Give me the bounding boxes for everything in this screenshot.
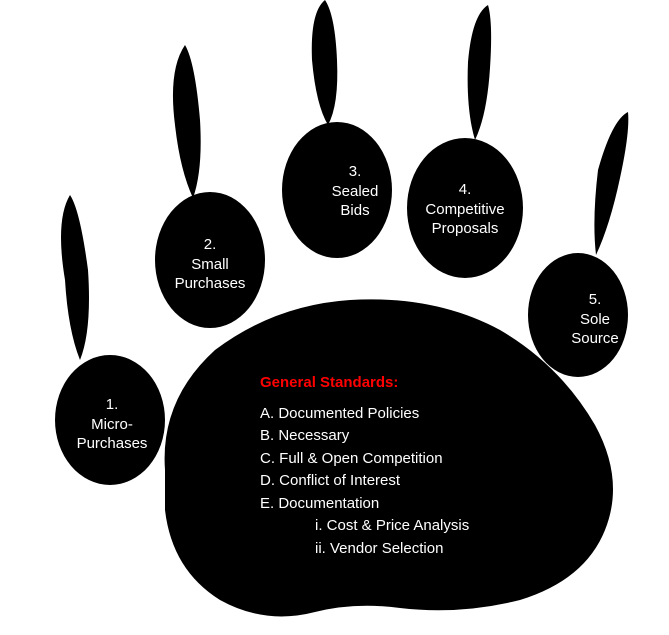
- standards-subitem: ii. Vendor Selection: [260, 538, 580, 561]
- claw-2: [173, 45, 201, 198]
- standards-subitem: i. Cost & Price Analysis: [260, 515, 580, 538]
- claw-3: [312, 0, 338, 125]
- standards-title: General Standards:: [260, 372, 580, 395]
- toe-line1: Small: [191, 256, 229, 273]
- toe-num: 3.: [349, 163, 362, 180]
- toe-line1: Competitive: [425, 201, 504, 218]
- toe-line1: Sole: [580, 311, 610, 328]
- claw-5: [594, 112, 628, 255]
- toe-label-1: 1. Micro- Purchases: [62, 395, 162, 454]
- standards-item: D. Conflict of Interest: [260, 470, 580, 493]
- standards-item: E. Documentation: [260, 493, 580, 516]
- toe-num: 1.: [106, 396, 119, 413]
- toe-label-3: 3. Sealed Bids: [305, 162, 405, 221]
- standards-item: B. Necessary: [260, 425, 580, 448]
- claw-1: [61, 195, 89, 360]
- toe-line1: Sealed: [332, 183, 379, 200]
- claw-4: [468, 5, 491, 140]
- toe-label-2: 2. Small Purchases: [160, 235, 260, 294]
- standards-box: General Standards: A. Documented Policie…: [260, 372, 580, 560]
- toe-line2: Purchases: [77, 435, 148, 452]
- toe-label-4: 4. Competitive Proposals: [415, 180, 515, 239]
- toe-line1: Micro-: [91, 416, 133, 433]
- standards-item: A. Documented Policies: [260, 403, 580, 426]
- toe-line2: Proposals: [432, 220, 499, 237]
- toe-num: 2.: [204, 236, 217, 253]
- toe-num: 4.: [459, 181, 472, 198]
- toe-num: 5.: [589, 291, 602, 308]
- toe-line2: Purchases: [175, 275, 246, 292]
- toe-label-5: 5. Sole Source: [545, 290, 645, 349]
- standards-item: C. Full & Open Competition: [260, 448, 580, 471]
- toe-line2: Bids: [340, 202, 369, 219]
- toe-line2: Source: [571, 330, 619, 347]
